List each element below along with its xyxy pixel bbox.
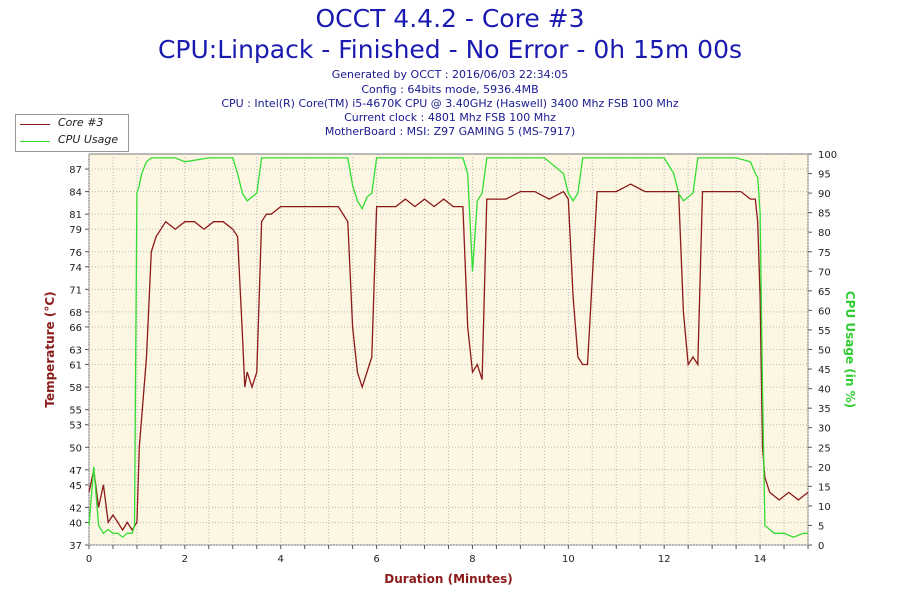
y2-tick-label: 10 [818, 502, 831, 513]
y-tick-label: 81 [69, 210, 82, 221]
y2-tick-label: 80 [818, 228, 831, 239]
legend-swatch-cpu-usage [20, 141, 50, 142]
y2-tick-label: 85 [818, 209, 831, 220]
x-tick-label: 10 [562, 554, 575, 565]
x-tick-label: 14 [754, 554, 767, 565]
series-line-core-3 [88, 183, 809, 532]
y2-tick-label: 40 [818, 385, 831, 396]
info-generated: Generated by OCCT : 2016/06/03 22:34:05 [331, 68, 569, 81]
info-motherboard: MotherBoard : MSI: Z97 GAMING 5 (MS-7917… [324, 125, 576, 138]
y2-tick-label: 50 [818, 346, 831, 357]
y-tick-label: 84 [69, 188, 82, 199]
y-tick-label: 47 [69, 466, 82, 477]
y-tick-label: 87 [69, 165, 82, 176]
y-tick-label: 58 [69, 383, 82, 394]
y-tick-label: 66 [69, 323, 82, 334]
y2-tick-label: 100 [818, 150, 837, 161]
y-tick-label: 50 [69, 443, 82, 454]
y2-tick-label: 30 [818, 424, 831, 435]
y-tick-label: 42 [69, 503, 82, 514]
y2-tick-label: 60 [818, 306, 831, 317]
info-cpu: CPU : Intel(R) Core(TM) i5-4670K CPU @ 3… [221, 97, 679, 110]
y2-tick-label: 25 [818, 443, 831, 454]
y-tick-label: 40 [69, 518, 82, 529]
x-tick-label: 12 [658, 554, 671, 565]
y2-axis-title: CPU Usage (in %) [843, 291, 857, 408]
chart-title: OCCT 4.4.2 - Core #3 [315, 4, 585, 33]
y-axis-title: Temperature (°C) [43, 291, 57, 407]
y-tick-label: 37 [69, 541, 82, 552]
chart-subtitle: CPU:Linpack - Finished - No Error - 0h 1… [157, 35, 743, 64]
legend-swatch-core3 [20, 124, 50, 125]
x-tick-label: 4 [278, 554, 284, 565]
x-axis-title: Duration (Minutes) [384, 572, 512, 586]
legend-label-core3: Core #3 [58, 116, 104, 129]
legend: Core #3 CPU Usage [15, 114, 129, 152]
y-tick-label: 53 [69, 421, 82, 432]
series-line-cpu-usage [88, 157, 808, 539]
y2-tick-label: 75 [818, 248, 831, 259]
x-tick-label: 6 [373, 554, 379, 565]
y2-tick-label: 15 [818, 482, 831, 493]
info-config: Config : 64bits mode, 5936.4MB [361, 83, 539, 96]
y-tick-label: 45 [69, 481, 82, 492]
y2-tick-label: 45 [818, 365, 831, 376]
info-clock: Current clock : 4801 Mhz FSB 100 Mhz [344, 111, 556, 124]
y-tick-label: 74 [69, 263, 82, 274]
y2-tick-label: 5 [818, 521, 824, 532]
y2-tick-label: 95 [818, 170, 831, 181]
y-tick-label: 55 [69, 406, 82, 417]
y-tick-label: 61 [69, 361, 82, 372]
y-tick-label: 76 [69, 248, 82, 259]
y2-tick-label: 65 [818, 287, 831, 298]
y-tick-label: 68 [69, 308, 82, 319]
y-tick-label: 71 [69, 285, 82, 296]
legend-label-cpu-usage: CPU Usage [58, 133, 119, 146]
y2-tick-label: 0 [818, 541, 824, 552]
y2-tick-label: 35 [818, 404, 831, 415]
x-tick-label: 2 [182, 554, 188, 565]
y2-tick-label: 20 [818, 463, 831, 474]
y-tick-label: 63 [69, 346, 82, 357]
x-tick-label: 0 [86, 554, 92, 565]
y-tick-label: 79 [69, 225, 82, 236]
y2-tick-label: 55 [818, 326, 831, 337]
y2-tick-label: 70 [818, 267, 831, 278]
x-tick-label: 8 [469, 554, 475, 565]
y2-tick-label: 90 [818, 189, 831, 200]
